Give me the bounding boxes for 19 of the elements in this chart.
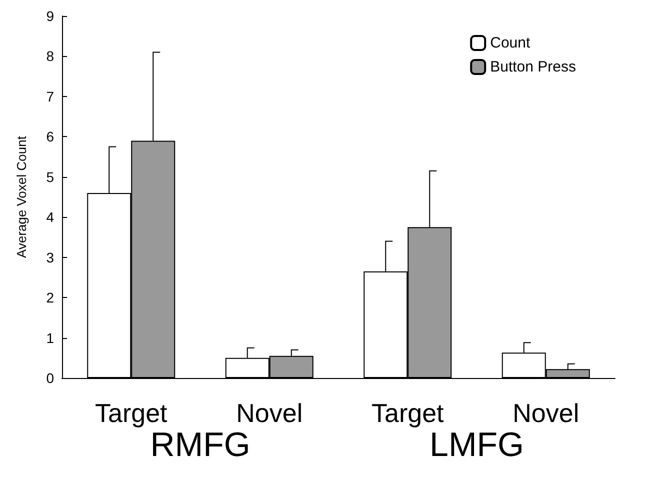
y-tick-label: 0: [46, 370, 54, 386]
y-tick-label: 1: [46, 330, 54, 346]
x-tick-label: Target: [94, 398, 168, 428]
text: LMFG: [430, 426, 524, 464]
y-tick-label: 9: [46, 8, 54, 24]
legend-label: Count: [490, 34, 531, 52]
x-tick-label: Target: [371, 398, 445, 428]
y-tick-label: 3: [46, 249, 54, 266]
y-axis-title: Average Voxel Count: [14, 136, 29, 258]
y-tick-label: 8: [46, 48, 54, 64]
x-tick-label: Novel: [236, 398, 303, 428]
y-tick-label: 4: [46, 209, 54, 226]
y-tick-label: 2: [46, 290, 54, 306]
text: RMFG: [150, 426, 250, 464]
y-tick-label: 5: [46, 168, 54, 185]
x-tick-label: Novel: [512, 398, 580, 428]
legend-label: Button Press: [490, 58, 576, 76]
y-tick-label: 6: [46, 128, 54, 145]
y-tick-label: 7: [46, 88, 54, 104]
